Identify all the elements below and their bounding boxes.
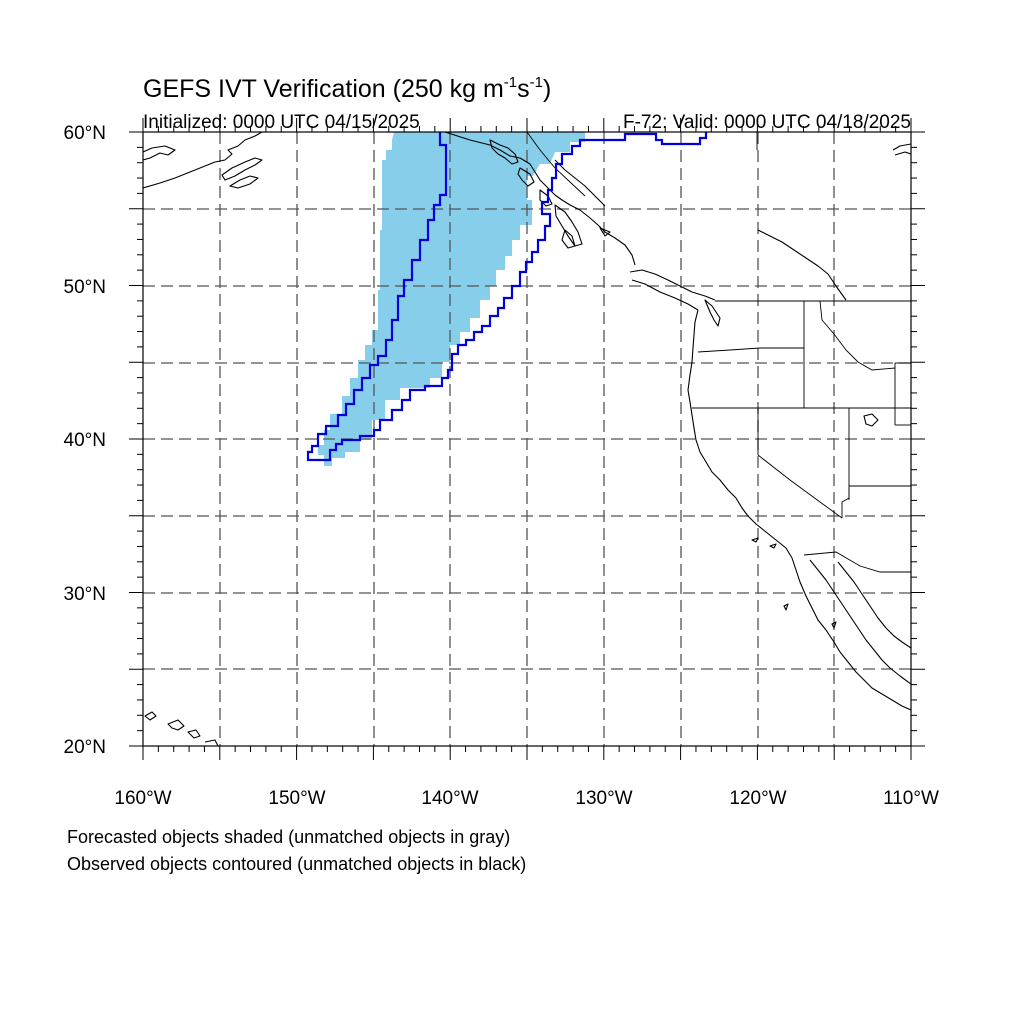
title-main: GEFS IVT Verification (250 kg m: [143, 75, 504, 103]
lon-label-150w: 150°W: [268, 788, 325, 809]
map-area: [143, 132, 911, 746]
lon-label-110w: 110°W: [883, 788, 939, 809]
title-end: ): [543, 75, 551, 103]
title-mid: s: [517, 75, 530, 103]
lon-label-160w: 160°W: [114, 788, 171, 809]
lon-label-130w: 130°W: [575, 788, 632, 809]
lat-label-20n: 20°N: [64, 737, 106, 758]
valid-label: F-72: Valid: 0000 UTC 04/18/2025: [623, 112, 911, 133]
lat-label-60n: 60°N: [64, 123, 106, 144]
initialized-label: Initialized: 0000 UTC 04/15/2025: [143, 112, 420, 133]
observed-object-contour: [306, 132, 708, 462]
political-borders: [526, 132, 911, 573]
forecast-object-shading: [318, 132, 585, 466]
graticule: [143, 132, 911, 746]
caption-forecast: Forecasted objects shaded (unmatched obj…: [67, 827, 510, 847]
coastlines: [143, 132, 911, 746]
lat-label-50n: 50°N: [64, 277, 106, 298]
lon-label-140w: 140°W: [421, 788, 478, 809]
axis-ticks: [129, 118, 925, 760]
latitude-labels: 60°N 50°N 40°N 30°N 20°N: [64, 123, 106, 758]
lat-label-40n: 40°N: [64, 430, 106, 451]
title-exponent-2: -1: [530, 74, 543, 91]
lat-label-30n: 30°N: [64, 584, 106, 605]
longitude-labels: 160°W 150°W 140°W 130°W 120°W 110°W: [114, 788, 939, 809]
figure-title: GEFS IVT Verification (250 kg m-1s-1): [143, 74, 551, 103]
lon-label-120w: 120°W: [729, 788, 786, 809]
title-exponent-1: -1: [504, 74, 517, 91]
caption-observed: Observed objects contoured (unmatched ob…: [67, 854, 526, 874]
